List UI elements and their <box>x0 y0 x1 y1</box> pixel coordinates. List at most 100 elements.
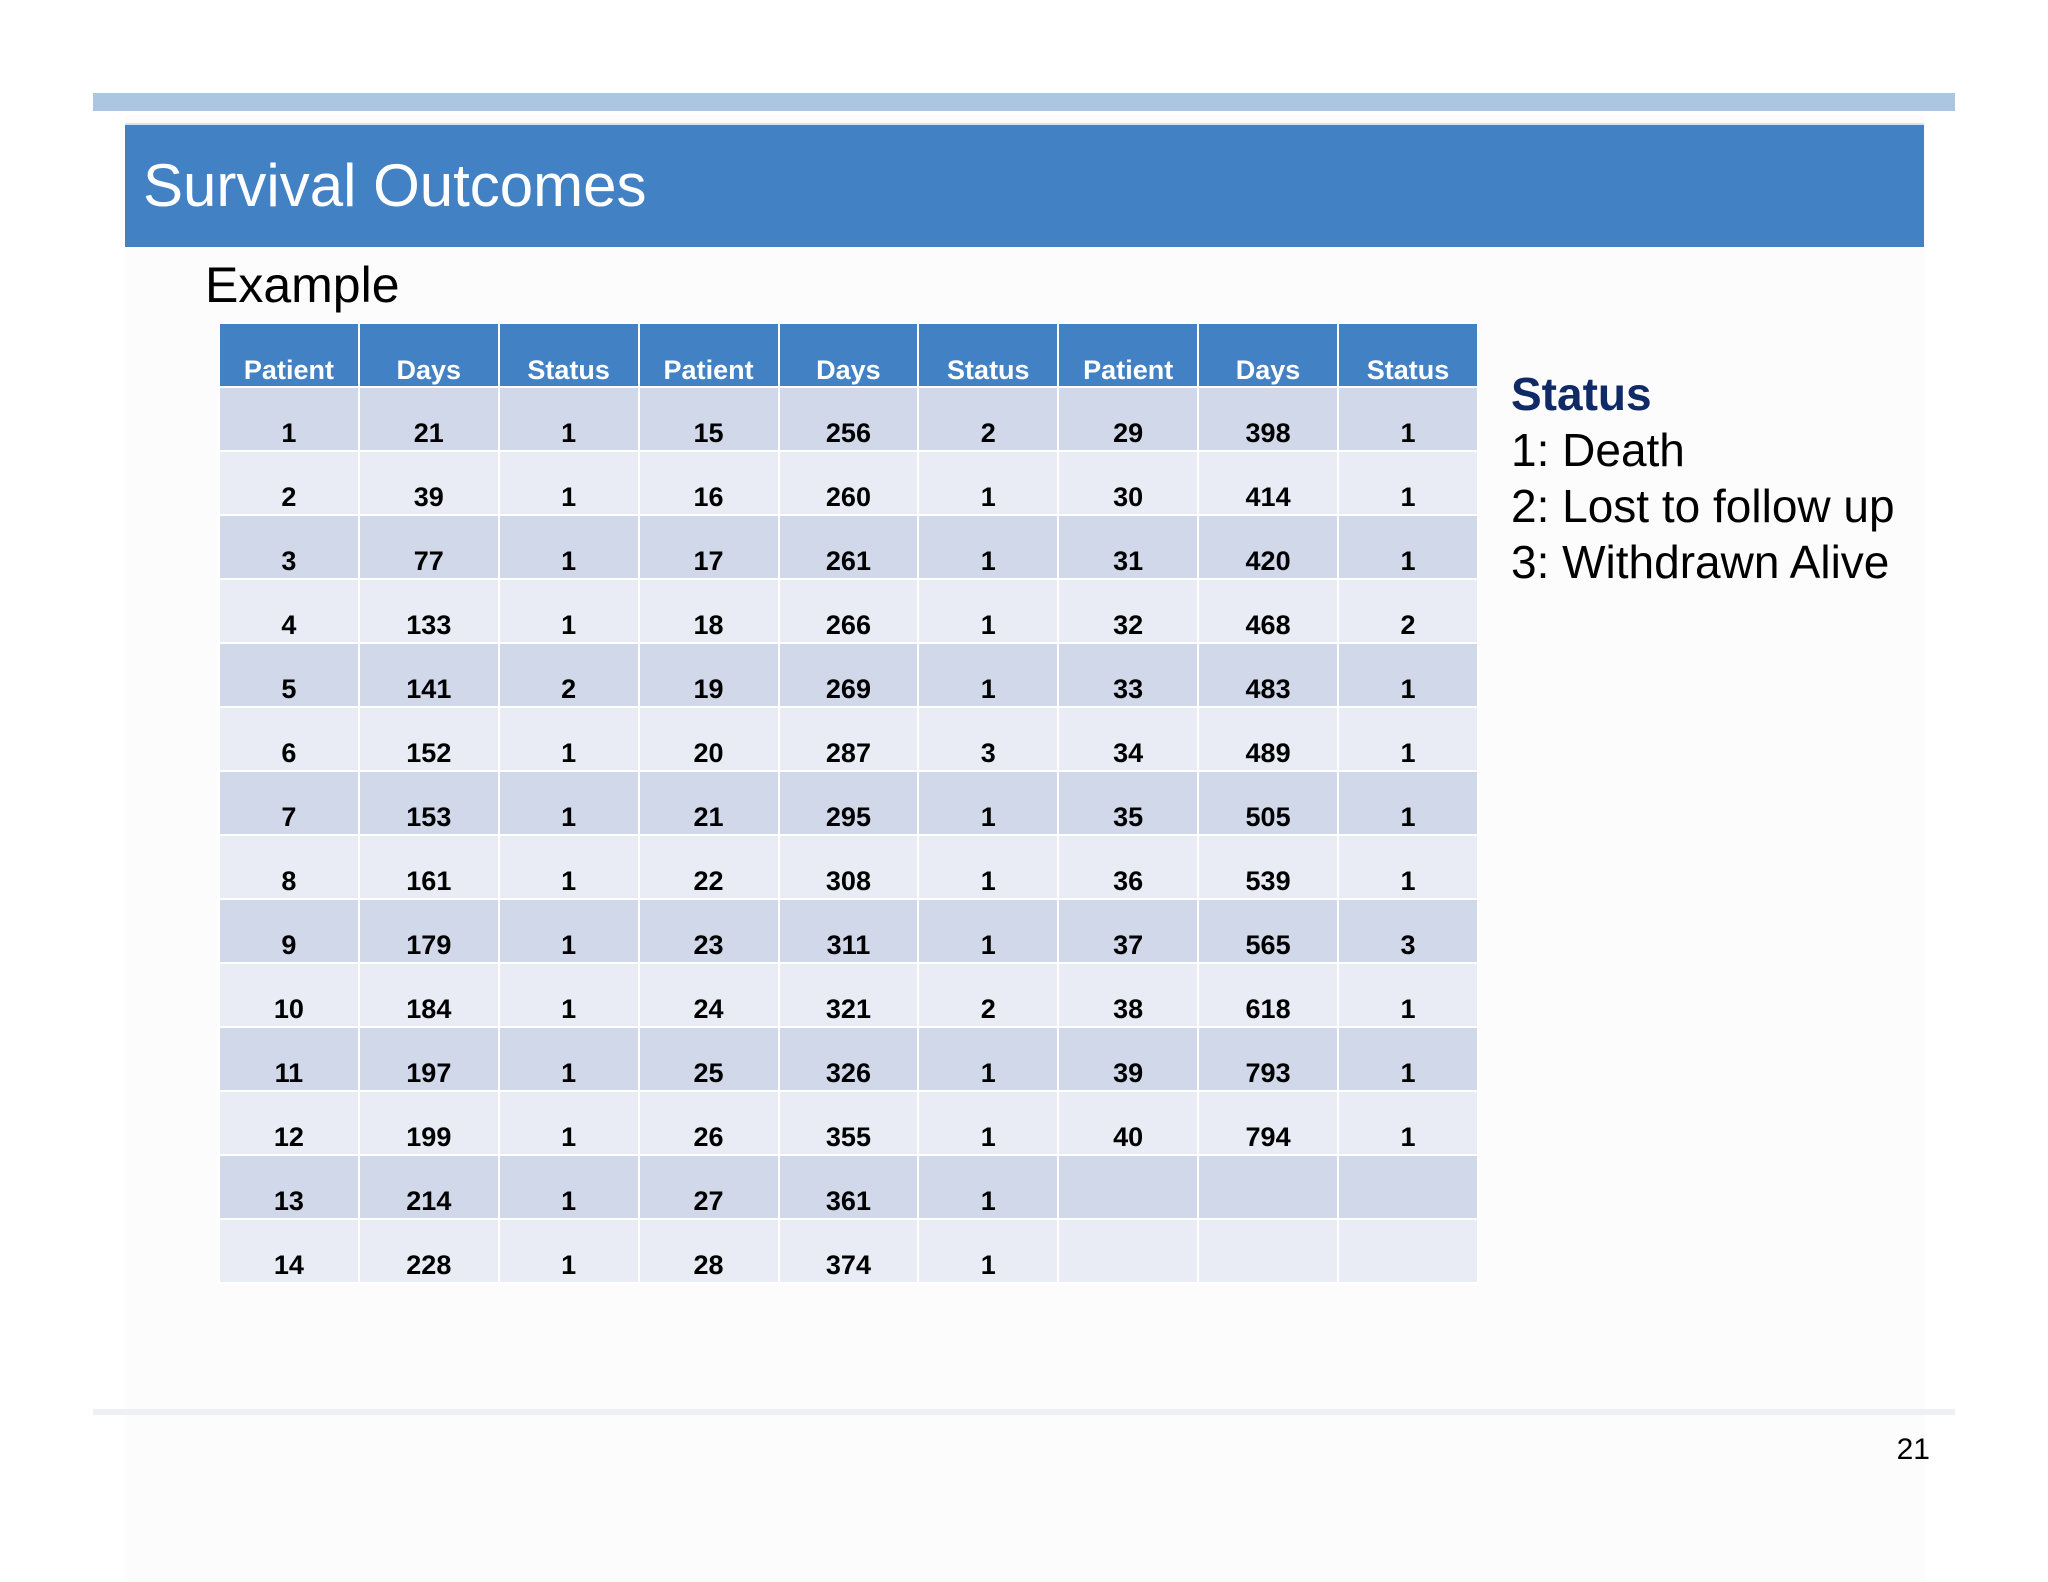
cell-days: 794 <box>1197 1090 1339 1156</box>
cell-patient: 24 <box>637 962 780 1028</box>
cell-patient: 4 <box>218 578 360 644</box>
cell-days: 361 <box>777 1154 920 1220</box>
cell-patient: 21 <box>637 770 780 836</box>
cell-status: 2 <box>1337 578 1479 644</box>
cell-patient: 10 <box>218 962 360 1028</box>
cell-patient: 13 <box>218 1154 360 1220</box>
cell-days: 152 <box>357 706 500 772</box>
cell-patient: 30 <box>1057 450 1200 516</box>
header-days: Days <box>357 322 500 388</box>
cell-days: 214 <box>357 1154 500 1220</box>
cell-days: 199 <box>357 1090 500 1156</box>
table-row: 2 39 1 16 260 1 30 414 1 <box>218 450 1479 516</box>
cell-patient: 39 <box>1057 1026 1200 1092</box>
cell-patient <box>1057 1218 1200 1284</box>
header-patient: Patient <box>637 322 780 388</box>
cell-status: 1 <box>1337 834 1479 900</box>
cell-days: 398 <box>1197 386 1339 452</box>
cell-patient <box>1057 1154 1200 1220</box>
cell-days: 483 <box>1197 642 1339 708</box>
cell-days: 161 <box>357 834 500 900</box>
title-bar <box>125 123 1924 247</box>
cell-status: 1 <box>1337 450 1479 516</box>
cell-status: 1 <box>497 834 640 900</box>
cell-status: 1 <box>497 898 640 964</box>
cell-days: 374 <box>777 1218 920 1284</box>
cell-days: 311 <box>777 898 920 964</box>
table-row: 3 77 1 17 261 1 31 420 1 <box>218 514 1479 580</box>
cell-patient: 38 <box>1057 962 1200 1028</box>
table-row: 14 228 1 28 374 1 <box>218 1218 1479 1284</box>
cell-patient: 33 <box>1057 642 1200 708</box>
table-row: 5 141 2 19 269 1 33 483 1 <box>218 642 1479 708</box>
cell-status: 1 <box>497 1154 640 1220</box>
cell-status <box>1337 1154 1479 1220</box>
table-row: 9 179 1 23 311 1 37 565 3 <box>218 898 1479 964</box>
cell-patient: 14 <box>218 1218 360 1284</box>
page-number: 21 <box>1896 1433 1930 1466</box>
cell-days: 539 <box>1197 834 1339 900</box>
cell-patient: 8 <box>218 834 360 900</box>
cell-days: 355 <box>777 1090 920 1156</box>
cell-status: 1 <box>497 450 640 516</box>
legend-item-lost: 2: Lost to follow up <box>1511 480 1895 532</box>
cell-days: 133 <box>357 578 500 644</box>
header-days: Days <box>1197 322 1339 388</box>
header-status: Status <box>917 322 1060 388</box>
cell-patient: 36 <box>1057 834 1200 900</box>
cell-patient: 2 <box>218 450 360 516</box>
cell-days: 321 <box>777 962 920 1028</box>
cell-status: 1 <box>917 834 1060 900</box>
cell-patient: 34 <box>1057 706 1200 772</box>
cell-patient: 25 <box>637 1026 780 1092</box>
cell-days: 565 <box>1197 898 1339 964</box>
table-row: 12 199 1 26 355 1 40 794 1 <box>218 1090 1479 1156</box>
cell-days: 39 <box>357 450 500 516</box>
header-status: Status <box>1337 322 1479 388</box>
cell-patient: 37 <box>1057 898 1200 964</box>
cell-patient: 27 <box>637 1154 780 1220</box>
cell-patient: 5 <box>218 642 360 708</box>
cell-status: 1 <box>917 1154 1060 1220</box>
cell-patient: 31 <box>1057 514 1200 580</box>
cell-status: 1 <box>497 962 640 1028</box>
cell-days: 266 <box>777 578 920 644</box>
cell-patient: 17 <box>637 514 780 580</box>
table-row: 1 21 1 15 256 2 29 398 1 <box>218 386 1479 452</box>
legend-item-death: 1: Death <box>1511 424 1685 476</box>
cell-patient: 23 <box>637 898 780 964</box>
cell-status: 1 <box>917 450 1060 516</box>
cell-status: 1 <box>917 578 1060 644</box>
cell-patient: 18 <box>637 578 780 644</box>
cell-status: 1 <box>497 1026 640 1092</box>
cell-status: 1 <box>1337 706 1479 772</box>
cell-patient: 19 <box>637 642 780 708</box>
slide-title: Survival Outcomes <box>143 152 647 219</box>
legend-title: Status <box>1511 368 1652 420</box>
cell-days: 287 <box>777 706 920 772</box>
survival-table: Patient Days Status Patient Days Status … <box>218 322 1479 1284</box>
cell-status: 1 <box>497 578 640 644</box>
cell-days: 505 <box>1197 770 1339 836</box>
legend-item-withdrawn: 3: Withdrawn Alive <box>1511 536 1890 588</box>
table-row: 8 161 1 22 308 1 36 539 1 <box>218 834 1479 900</box>
top-rule <box>93 93 1955 111</box>
cell-status: 2 <box>917 386 1060 452</box>
header-patient: Patient <box>218 322 360 388</box>
cell-patient: 16 <box>637 450 780 516</box>
cell-days <box>1197 1218 1339 1284</box>
header-patient: Patient <box>1057 322 1200 388</box>
cell-patient: 1 <box>218 386 360 452</box>
cell-status: 1 <box>1337 514 1479 580</box>
cell-status: 1 <box>497 514 640 580</box>
cell-status: 2 <box>497 642 640 708</box>
table-row: 11 197 1 25 326 1 39 793 1 <box>218 1026 1479 1092</box>
cell-days: 256 <box>777 386 920 452</box>
cell-patient: 22 <box>637 834 780 900</box>
cell-days: 77 <box>357 514 500 580</box>
cell-status: 1 <box>1337 386 1479 452</box>
cell-days: 308 <box>777 834 920 900</box>
cell-days: 228 <box>357 1218 500 1284</box>
cell-status: 1 <box>917 1026 1060 1092</box>
cell-status: 1 <box>917 770 1060 836</box>
